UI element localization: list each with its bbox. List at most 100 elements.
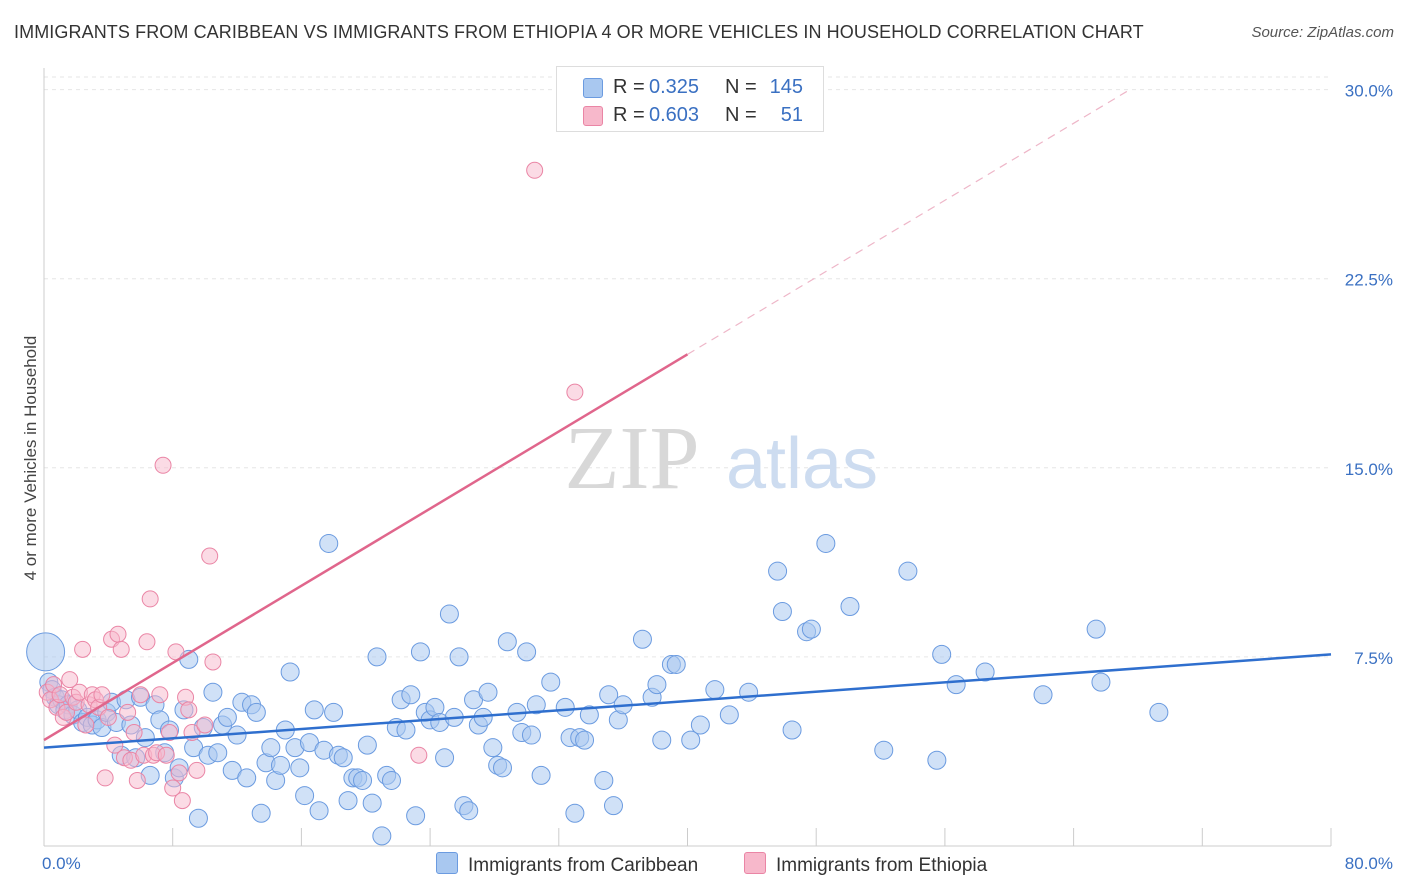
- point-ethiopia: [112, 640, 130, 658]
- grid-lines: [44, 76, 1331, 658]
- point-caribbean: [647, 675, 667, 695]
- point-caribbean: [531, 765, 551, 785]
- point-caribbean: [367, 647, 387, 667]
- point-caribbean: [517, 642, 537, 662]
- point-ethiopia: [119, 703, 137, 721]
- point-caribbean: [768, 561, 788, 581]
- point-caribbean: [246, 702, 266, 722]
- watermark: ZIP atlas: [565, 409, 879, 508]
- point-ethiopia: [125, 724, 143, 742]
- point-ethiopia: [410, 746, 428, 764]
- bottom-legend-label-ethiopia: Immigrants from Ethiopia: [776, 855, 988, 876]
- point-caribbean: [396, 720, 416, 740]
- point-caribbean: [478, 682, 498, 702]
- point-caribbean: [304, 700, 324, 720]
- trend-lines: [43, 89, 1332, 749]
- trend-line-caribbean: [43, 653, 1332, 749]
- point-caribbean: [410, 642, 430, 662]
- point-ethiopia: [96, 769, 114, 787]
- point-ethiopia: [154, 456, 172, 474]
- chart-title: IMMIGRANTS FROM CARIBBEAN VS IMMIGRANTS …: [14, 22, 1144, 42]
- y-tick-label-1: 15.0%: [1345, 460, 1393, 479]
- point-ethiopia: [77, 716, 95, 734]
- watermark-atlas: atlas: [726, 424, 878, 504]
- legend-r-key: R =: [613, 76, 645, 98]
- legend-n-key: N =: [725, 76, 757, 98]
- point-caribbean: [483, 738, 503, 758]
- legend-r-value: 0.603: [649, 104, 700, 126]
- point-caribbean: [898, 561, 918, 581]
- x-tick-label-max: 80.0%: [1345, 854, 1393, 873]
- point-caribbean: [603, 796, 623, 816]
- point-caribbean: [217, 707, 237, 727]
- point-ethiopia: [566, 383, 584, 401]
- point-caribbean: [295, 786, 315, 806]
- series-caribbean: [26, 533, 1169, 846]
- point-caribbean: [309, 801, 329, 821]
- point-ethiopia: [132, 686, 150, 704]
- trend-line-ethiopia-extension: [687, 89, 1131, 355]
- point-caribbean: [357, 735, 377, 755]
- point-caribbean: [632, 629, 652, 649]
- point-caribbean: [801, 619, 821, 639]
- point-caribbean: [575, 730, 595, 750]
- point-caribbean: [690, 715, 710, 735]
- point-ethiopia: [74, 640, 92, 658]
- legend-swatch-ethiopia: [583, 106, 603, 126]
- point-caribbean: [439, 604, 459, 624]
- point-caribbean: [188, 808, 208, 828]
- tick-labels: 7.5% 15.0% 22.5% 30.0% 0.0% 80.0%: [42, 82, 1393, 873]
- source-label: Source: ZipAtlas.com: [1251, 24, 1394, 41]
- point-ethiopia: [138, 633, 156, 651]
- legend-swatch-caribbean: [583, 78, 603, 98]
- point-caribbean: [362, 793, 382, 813]
- point-ethiopia: [128, 771, 146, 789]
- point-ethiopia: [151, 686, 169, 704]
- point-caribbean: [652, 730, 672, 750]
- point-caribbean: [290, 758, 310, 778]
- point-caribbean: [932, 644, 952, 664]
- point-ethiopia: [526, 161, 544, 179]
- point-caribbean: [208, 743, 228, 763]
- point-caribbean: [353, 770, 373, 790]
- point-caribbean: [666, 654, 686, 674]
- point-caribbean: [840, 596, 860, 616]
- point-caribbean: [449, 647, 469, 667]
- point-caribbean: [1149, 702, 1169, 722]
- point-caribbean: [261, 738, 281, 758]
- point-caribbean: [975, 662, 995, 682]
- bottom-legend-caribbean: Immigrants from Caribbean: [436, 852, 698, 877]
- point-caribbean: [927, 750, 947, 770]
- point-caribbean: [599, 685, 619, 705]
- y-tick-label-2: 22.5%: [1345, 271, 1393, 290]
- trend-line-ethiopia: [43, 353, 689, 742]
- point-ethiopia: [173, 792, 191, 810]
- point-ethiopia: [93, 686, 111, 704]
- point-caribbean: [521, 725, 541, 745]
- point-ethiopia: [180, 701, 198, 719]
- legend-n-value: 145: [769, 76, 803, 98]
- point-ethiopia: [160, 724, 178, 742]
- y-tick-label-3: 30.0%: [1345, 82, 1393, 101]
- point-ethiopia: [99, 708, 117, 726]
- bottom-legend-swatch-ethiopia: [744, 852, 766, 874]
- point-caribbean: [270, 755, 290, 775]
- point-caribbean: [280, 662, 300, 682]
- point-caribbean: [459, 801, 479, 821]
- legend: R = 0.325 N = 145 R = 0.603 N = 51: [556, 66, 824, 132]
- point-caribbean: [406, 806, 426, 826]
- point-caribbean: [541, 672, 561, 692]
- point-ethiopia: [196, 716, 214, 734]
- legend-row-caribbean: R = 0.325 N = 145: [557, 73, 823, 101]
- point-caribbean: [338, 791, 358, 811]
- point-caribbean: [719, 705, 739, 725]
- point-caribbean: [565, 803, 585, 823]
- point-ethiopia: [201, 547, 219, 565]
- bottom-legend-ethiopia: Immigrants from Ethiopia: [744, 852, 987, 877]
- point-caribbean: [203, 682, 223, 702]
- point-ethiopia: [141, 590, 159, 608]
- point-caribbean: [435, 748, 455, 768]
- point-ethiopia: [164, 779, 182, 797]
- point-ethiopia: [188, 761, 206, 779]
